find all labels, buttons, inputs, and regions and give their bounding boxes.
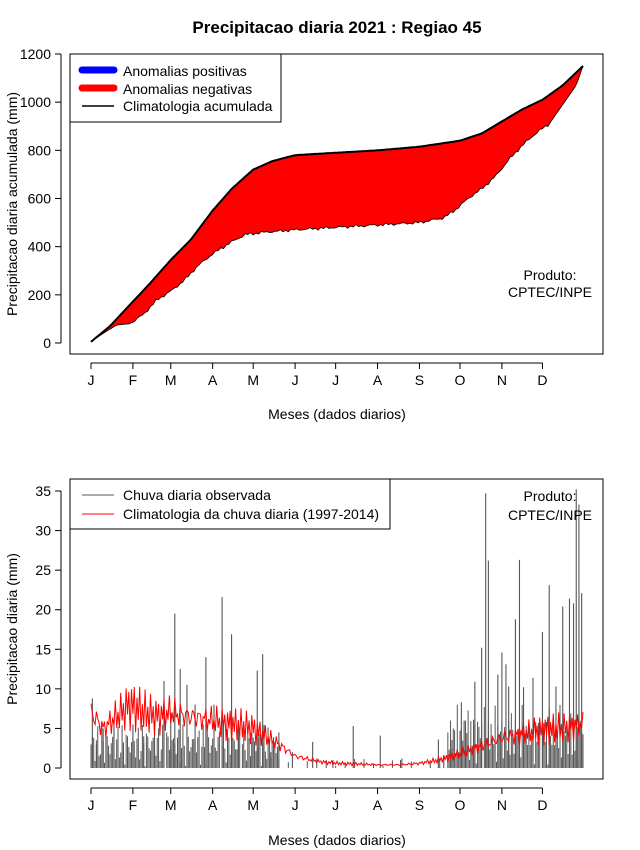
legend-label-observed: Chuva diaria observada	[123, 487, 271, 503]
bottom-x-tick-label: J	[332, 797, 339, 813]
bottom-x-tick-label: M	[165, 797, 177, 813]
top-x-tick-label: D	[537, 372, 547, 388]
bottom-y-axis-label: Precipitacao diaria (mm)	[4, 553, 20, 705]
bottom-y-tick-label: 25	[35, 562, 51, 578]
bottom-x-tick-label: J	[292, 797, 299, 813]
bottom-legend-box	[69, 478, 391, 530]
legend-label-climatology: Climatologia acumulada	[123, 98, 273, 114]
top-y-axis-label: Precipitacao diaria acumulada (mm)	[4, 92, 20, 316]
bottom-y-axis: 0 5 10 15 20 25 30 35	[35, 483, 62, 776]
top-x-tick-label: S	[415, 372, 424, 388]
top-x-tick-label: A	[373, 372, 383, 388]
climatology-cumulative-line	[90, 65, 584, 343]
top-x-tick-label: M	[247, 372, 259, 388]
top-x-tick-label: O	[455, 372, 466, 388]
bottom-y-tick-label: 35	[35, 483, 51, 499]
bottom-legend: Chuva diaria observada Climatologia da c…	[69, 478, 391, 530]
bottom-y-tick-label: 15	[35, 641, 51, 657]
bottom-x-axis-label: Meses (dados diarios)	[268, 832, 406, 848]
top-x-tick-label: F	[129, 372, 138, 388]
bottom-x-tick-label: J	[88, 797, 95, 813]
daily-climatology-line	[90, 686, 584, 767]
top-x-tick-label: J	[88, 372, 95, 388]
bottom-y-tick-label: 20	[35, 602, 51, 618]
bottom-product-name: CPTEC/INPE	[508, 507, 592, 523]
bottom-x-tick-label: O	[455, 797, 466, 813]
bottom-x-tick-label: M	[247, 797, 259, 813]
top-chart-title: Precipitacao diaria 2021 : Regiao 45	[192, 18, 481, 37]
top-anomaly-area	[90, 65, 584, 343]
bottom-chart: 0 5 10 15 20 25 30 35 J F M A M J J A S O N D Precipitacao…	[4, 478, 604, 848]
bottom-x-tick-label: S	[415, 797, 424, 813]
top-plot-frame	[69, 53, 604, 355]
top-x-axis-label: Meses (dados diarios)	[268, 406, 406, 422]
legend-label-positive: Anomalias positivas	[123, 63, 247, 79]
bottom-y-tick-label: 10	[35, 681, 51, 697]
top-x-tick-label: M	[165, 372, 177, 388]
top-y-tick-label: 0	[43, 335, 51, 351]
top-y-tick-label: 200	[28, 287, 52, 303]
top-y-axis: 0 200 400 600 800 1000 1200	[20, 46, 62, 351]
legend-label-daily-climatology: Climatologia da chuva diaria (1997-2014)	[123, 506, 379, 522]
bottom-x-tick-label: A	[208, 797, 218, 813]
top-x-tick-label: N	[497, 372, 507, 388]
top-x-tick-label: A	[208, 372, 218, 388]
bottom-product-label: Produto:	[524, 488, 577, 504]
bottom-x-tick-label: F	[129, 797, 138, 813]
top-product-name: CPTEC/INPE	[508, 284, 592, 300]
bottom-x-tick-label: A	[373, 797, 383, 813]
top-legend: Anomalias positivas Anomalias negativas …	[69, 53, 282, 123]
observed-rain-bars	[90, 489, 584, 768]
top-y-tick-label: 400	[28, 239, 52, 255]
top-chart: Precipitacao diaria 2021 : Regiao 45 0 20…	[4, 18, 604, 422]
top-y-tick-label: 800	[28, 142, 52, 158]
top-x-tick-label: J	[292, 372, 299, 388]
top-x-tick-label: J	[332, 372, 339, 388]
top-product-label: Produto:	[524, 267, 577, 283]
bottom-y-tick-label: 30	[35, 523, 51, 539]
bottom-x-tick-label: N	[497, 797, 507, 813]
top-y-tick-label: 1000	[20, 94, 51, 110]
top-y-tick-label: 1200	[20, 46, 51, 62]
bottom-y-tick-label: 5	[43, 720, 51, 736]
bottom-y-tick-label: 0	[43, 760, 51, 776]
top-y-tick-label: 600	[28, 191, 52, 207]
bottom-x-tick-label: D	[537, 797, 547, 813]
legend-label-negative: Anomalias negativas	[123, 81, 252, 97]
